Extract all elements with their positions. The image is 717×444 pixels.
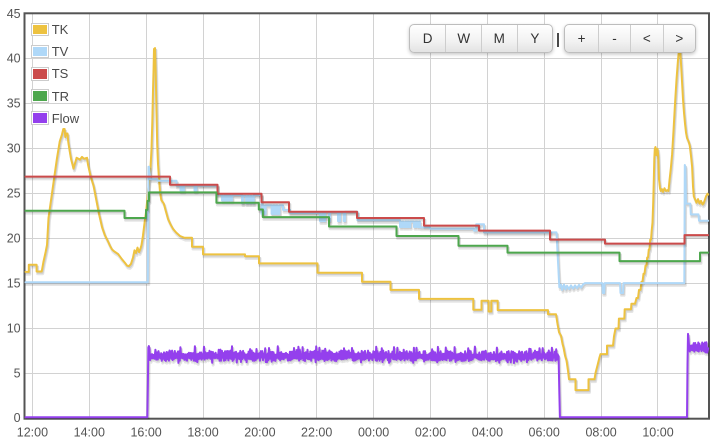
svg-text:16:00: 16:00: [130, 426, 161, 440]
svg-text:40: 40: [7, 52, 21, 66]
svg-text:25: 25: [7, 187, 21, 201]
svg-text:20:00: 20:00: [244, 426, 275, 440]
svg-text:08:00: 08:00: [585, 426, 616, 440]
svg-text:45: 45: [7, 7, 21, 21]
svg-text:15: 15: [7, 276, 21, 290]
svg-text:02:00: 02:00: [415, 426, 446, 440]
svg-text:04:00: 04:00: [472, 426, 503, 440]
svg-text:14:00: 14:00: [74, 426, 105, 440]
svg-text:18:00: 18:00: [187, 426, 218, 440]
svg-text:35: 35: [7, 97, 21, 111]
svg-text:0: 0: [14, 411, 21, 425]
svg-text:12:00: 12:00: [17, 426, 48, 440]
svg-text:30: 30: [7, 142, 21, 156]
svg-text:22:00: 22:00: [301, 426, 332, 440]
svg-text:10: 10: [7, 321, 21, 335]
svg-text:06:00: 06:00: [529, 426, 560, 440]
svg-text:10:00: 10:00: [642, 426, 673, 440]
svg-text:00:00: 00:00: [358, 426, 389, 440]
svg-text:20: 20: [7, 232, 21, 246]
svg-text:5: 5: [14, 366, 21, 380]
